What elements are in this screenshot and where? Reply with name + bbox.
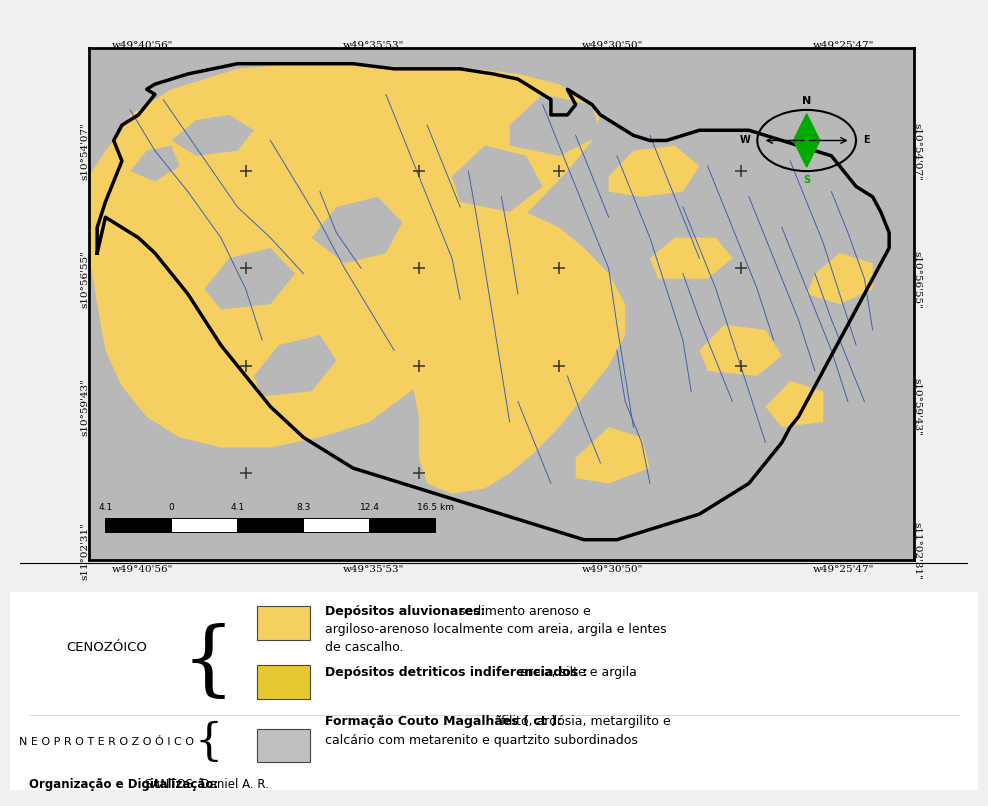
Text: CENOZÓICO: CENOZÓICO (66, 642, 147, 654)
Polygon shape (609, 146, 700, 197)
Text: s11°02'31": s11°02'31" (80, 521, 89, 580)
Text: {: { (182, 624, 235, 704)
Polygon shape (171, 115, 254, 156)
Text: 16.5 km: 16.5 km (417, 503, 453, 512)
Text: sedimento arenoso e: sedimento arenoso e (455, 605, 591, 618)
Polygon shape (766, 381, 823, 427)
Text: s10°54'07": s10°54'07" (913, 123, 922, 181)
Text: Organização e Digitalização:: Organização e Digitalização: (30, 778, 218, 791)
Text: filito, ardósia, metargilito e: filito, ardósia, metargilito e (497, 715, 671, 728)
Text: SANTOS, Daniel A. R.: SANTOS, Daniel A. R. (140, 778, 269, 791)
Text: Q2a: Q2a (272, 618, 294, 628)
Polygon shape (311, 197, 402, 264)
Text: S: S (803, 176, 810, 185)
Polygon shape (205, 248, 295, 310)
Text: w49°30'50": w49°30'50" (582, 564, 643, 574)
Text: s10°56'55": s10°56'55" (80, 251, 89, 309)
Text: Formação Couto Magalhães ( ct ):: Formação Couto Magalhães ( ct ): (324, 715, 561, 728)
Text: w49°30'50": w49°30'50" (582, 40, 643, 50)
Text: N E O P R O T E R O Z O Ó I C O: N E O P R O T E R O Z O Ó I C O (19, 737, 195, 747)
Bar (257, 666, 310, 699)
Polygon shape (806, 253, 872, 304)
Text: s10°56'55": s10°56'55" (913, 251, 922, 309)
Bar (171, 518, 237, 532)
Polygon shape (793, 140, 820, 167)
Text: NPct: NPct (270, 741, 295, 750)
Bar (303, 518, 370, 532)
Bar (370, 518, 436, 532)
Polygon shape (700, 325, 782, 376)
Bar (257, 606, 310, 640)
Polygon shape (576, 427, 650, 484)
Polygon shape (402, 207, 625, 493)
Text: 4.1: 4.1 (230, 503, 245, 512)
Text: 4.1: 4.1 (98, 503, 113, 512)
Text: w49°40'56": w49°40'56" (112, 40, 173, 50)
Text: s10°54'07": s10°54'07" (80, 123, 89, 181)
Bar (237, 518, 303, 532)
Text: Depósitos aluvionares:: Depósitos aluvionares: (324, 605, 485, 618)
Polygon shape (130, 146, 180, 181)
Text: w49°35'53": w49°35'53" (343, 564, 404, 574)
Text: w49°35'53": w49°35'53" (343, 40, 404, 50)
Text: s11°02'31": s11°02'31" (913, 521, 922, 580)
Polygon shape (89, 64, 601, 447)
Text: areia, silte e argila: areia, silte e argila (517, 667, 637, 679)
Text: w49°25'47": w49°25'47" (813, 40, 874, 50)
Bar (106, 518, 171, 532)
Text: w49°25'47": w49°25'47" (813, 564, 874, 574)
Polygon shape (452, 146, 542, 212)
Polygon shape (254, 335, 336, 397)
Text: Q1di: Q1di (270, 677, 296, 688)
Polygon shape (650, 238, 732, 279)
Text: 8.3: 8.3 (296, 503, 310, 512)
Text: s10°59'43": s10°59'43" (80, 379, 89, 436)
Polygon shape (793, 114, 820, 140)
Text: 12.4: 12.4 (360, 503, 379, 512)
Bar (257, 729, 310, 762)
Text: N: N (802, 96, 811, 106)
Text: W: W (740, 135, 750, 146)
Text: de cascalho.: de cascalho. (324, 641, 403, 654)
Text: E: E (863, 135, 869, 146)
Text: w49°40'56": w49°40'56" (112, 564, 173, 574)
Text: 0: 0 (169, 503, 174, 512)
Text: {: { (195, 721, 222, 764)
Text: s10°59'43": s10°59'43" (913, 379, 922, 436)
Text: Depósitos detriticos indiferenciados :: Depósitos detriticos indiferenciados : (324, 667, 587, 679)
Text: calcário com metarenito e quartzito subordinados: calcário com metarenito e quartzito subo… (324, 733, 637, 746)
Text: argiloso-arenoso localmente com areia, argila e lentes: argiloso-arenoso localmente com areia, a… (324, 623, 666, 636)
Polygon shape (510, 94, 601, 156)
